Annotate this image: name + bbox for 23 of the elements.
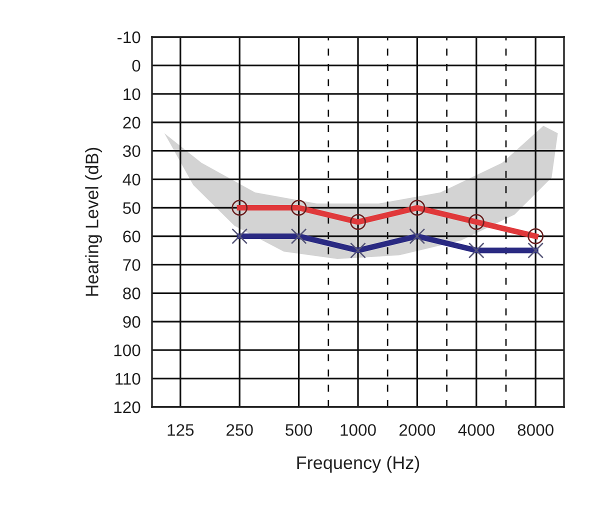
- y-axis-title: Hearing Level (dB): [85, 148, 102, 296]
- y-tick-label: 60: [123, 230, 140, 242]
- y-tick-label: 30: [122, 145, 140, 158]
- x-axis-title: Frequency (Hz): [297, 456, 420, 473]
- y-tick-label: 50: [123, 202, 140, 214]
- y-tick-label: 10: [124, 88, 140, 100]
- y-tick-label: -10: [118, 31, 140, 44]
- x-tick-label: 250: [226, 424, 253, 436]
- x-tick-label: 500: [286, 424, 312, 436]
- y-tick-label: 0: [132, 60, 140, 72]
- x-tick-label: 2000: [400, 424, 436, 436]
- y-tick-label: 40: [122, 174, 140, 186]
- y-tick-label: 90: [123, 316, 140, 328]
- y-tick-label: 20: [123, 116, 140, 129]
- y-tick-label: 100: [114, 344, 140, 356]
- x-tick-label: 125: [168, 424, 194, 436]
- x-tick-label: 1000: [340, 424, 376, 436]
- y-tick-label: 120: [114, 401, 140, 414]
- x-tick-label: 8000: [518, 424, 554, 436]
- x-tick-label: 4000: [458, 424, 494, 436]
- y-tick-label: 80: [123, 288, 140, 300]
- y-tick-label: 110: [116, 372, 140, 385]
- y-tick-label: 70: [123, 259, 140, 271]
